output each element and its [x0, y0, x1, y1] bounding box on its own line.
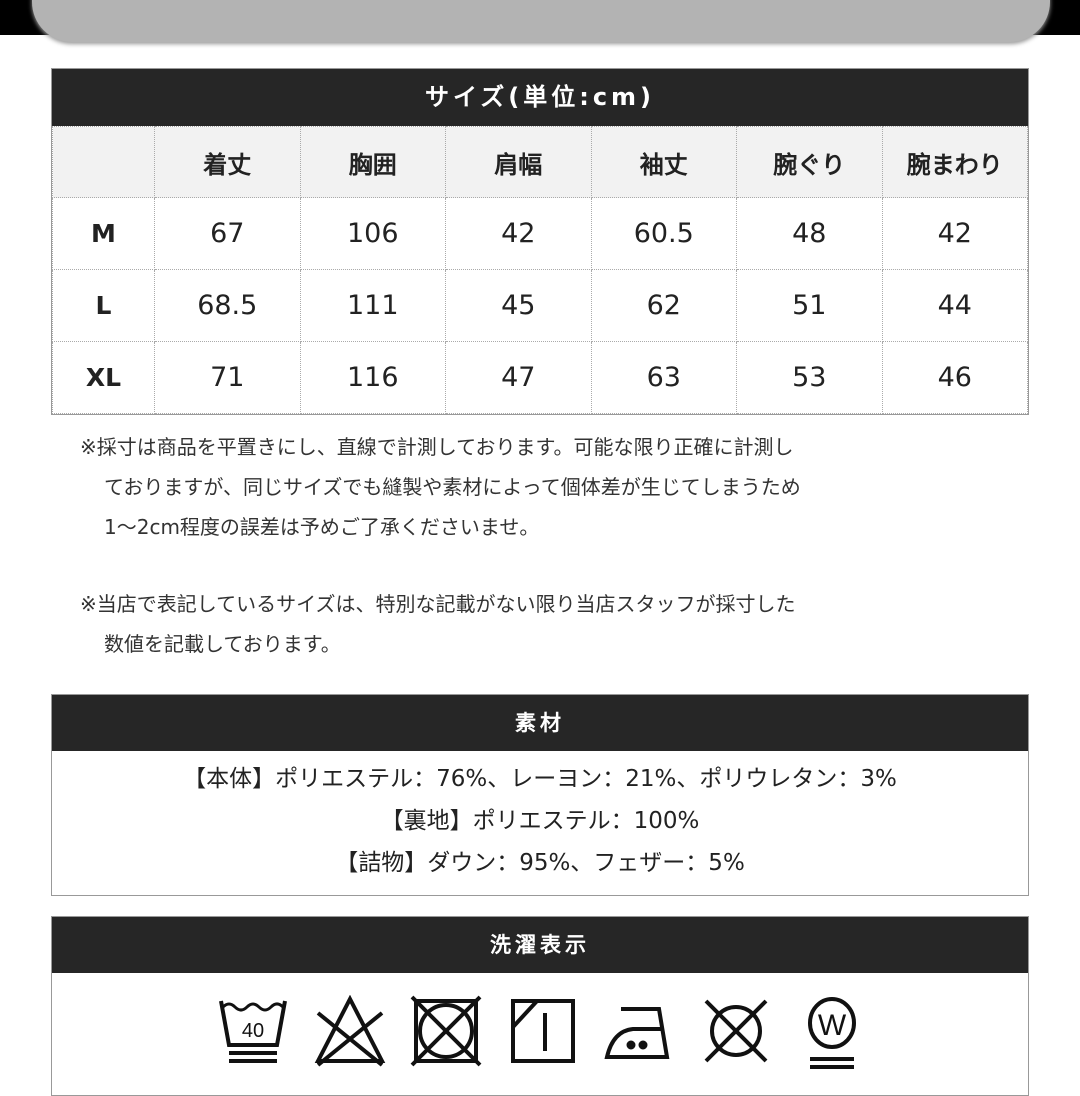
cell: 45 [445, 269, 592, 342]
care-box: 洗濯表示 40 W [51, 916, 1029, 1096]
material-line: 【裏地】ポリエステル：100% [380, 808, 700, 834]
column-header [52, 126, 155, 198]
table-header-row: 着丈 胸囲 肩幅 袖丈 腕ぐり 腕まわり [52, 126, 1028, 198]
size-table-title: サイズ(単位:cm) [52, 69, 1028, 126]
no-bleach-icon [314, 995, 385, 1067]
no-dry-clean-icon [704, 999, 767, 1063]
column-header: 胸囲 [299, 126, 446, 198]
cell: 68.5 [154, 269, 301, 342]
cell: 67 [154, 197, 301, 270]
wet-clean-gentle-icon: W [808, 997, 856, 1069]
table-row: M 67 106 42 60.5 48 42 [52, 197, 1028, 270]
iron-medium-icon [604, 1007, 670, 1059]
note-line: ※採寸は商品を平置きにし、直線で計測しております。可能な限り正確に計測し [80, 435, 794, 459]
cell: 51 [736, 269, 883, 342]
material-line: 【本体】ポリエステル：76%、レーヨン：21%、ポリウレタン：3% [183, 766, 897, 792]
material-line: 【詰物】ダウン：95%、フェザー：5% [335, 850, 745, 876]
size-label: M [52, 197, 155, 270]
note-line: ※当店で表記しているサイズは、特別な記載がない限り当店スタッフが採寸した [80, 592, 796, 616]
column-header: 腕ぐり [736, 126, 883, 198]
cell: 63 [590, 341, 737, 414]
size-label: L [52, 269, 155, 342]
column-header: 袖丈 [590, 126, 737, 198]
column-header: 腕まわり [881, 126, 1028, 198]
note-line: 1～2cm程度の誤差は予めご了承くださいませ。 [104, 515, 540, 539]
material-list: 【本体】ポリエステル：76%、レーヨン：21%、ポリウレタン：3% 【裏地】ポリ… [52, 751, 1028, 884]
measurement-note: ※採寸は商品を平置きにし、直線で計測しております。可能な限り正確に計測し ており… [80, 427, 801, 547]
cell: 46 [881, 341, 1028, 414]
size-table: サイズ(単位:cm) 着丈 胸囲 肩幅 袖丈 腕ぐり 腕まわり M 67 106… [51, 68, 1029, 415]
care-title: 洗濯表示 [52, 917, 1028, 973]
column-header: 肩幅 [445, 126, 592, 198]
cell: 60.5 [590, 197, 737, 270]
material-title: 素材 [52, 695, 1028, 751]
column-header: 着丈 [154, 126, 301, 198]
size-label: XL [52, 341, 155, 414]
cell: 42 [445, 197, 592, 270]
line-dry-shade-icon [510, 999, 575, 1063]
cell: 42 [881, 197, 1028, 270]
note-line: ておりますが、同じサイズでも縫製や素材によって個体差が生じてしまうため [104, 475, 801, 499]
size-note: ※当店で表記しているサイズは、特別な記載がない限り当店スタッフが採寸した 数値を… [80, 584, 796, 664]
wash-40-gentle-icon: 40 [219, 1000, 287, 1063]
overlay-panel [32, 0, 1050, 42]
cell: 48 [736, 197, 883, 270]
svg-text:W: W [818, 1009, 847, 1042]
cell: 71 [154, 341, 301, 414]
cell: 44 [881, 269, 1028, 342]
note-line: 数値を記載しております。 [104, 632, 341, 656]
table-row: L 68.5 111 45 62 51 44 [52, 269, 1028, 342]
cell: 47 [445, 341, 592, 414]
cell: 111 [299, 269, 446, 342]
cell: 106 [299, 197, 446, 270]
cell: 62 [590, 269, 737, 342]
svg-text:40: 40 [242, 1020, 264, 1042]
no-tumble-dry-icon [410, 995, 482, 1067]
material-box: 素材 【本体】ポリエステル：76%、レーヨン：21%、ポリウレタン：3% 【裏地… [51, 694, 1029, 896]
cell: 116 [299, 341, 446, 414]
table-row: XL 71 116 47 63 53 46 [52, 341, 1028, 414]
cell: 53 [736, 341, 883, 414]
